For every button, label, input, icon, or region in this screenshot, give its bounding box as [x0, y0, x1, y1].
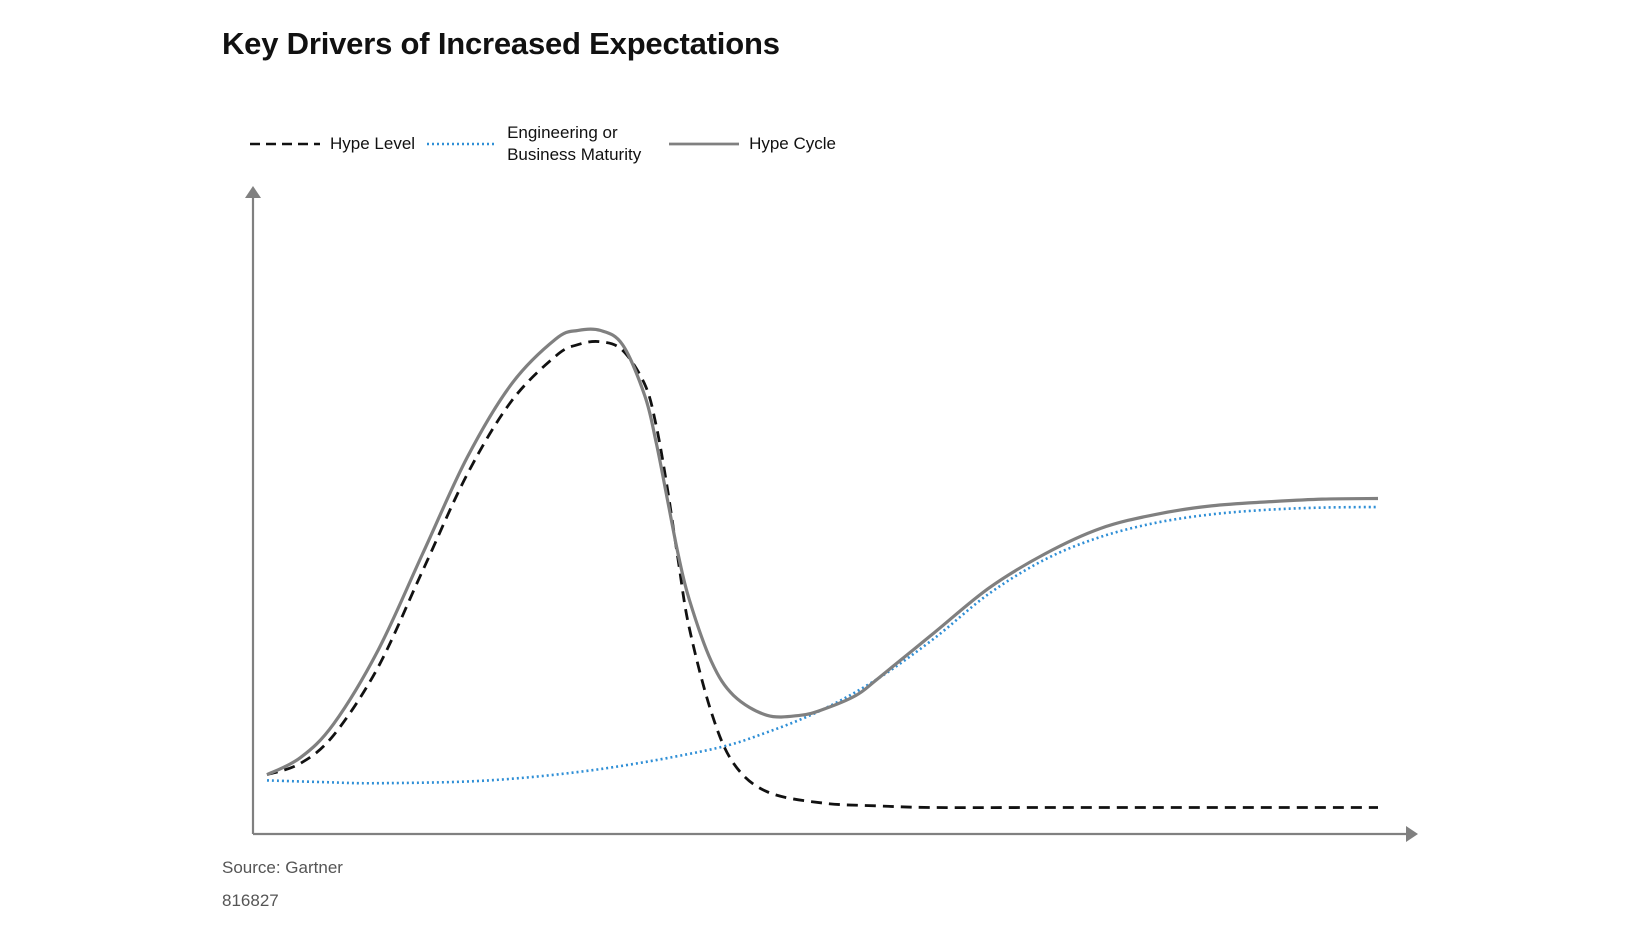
legend-swatch-hype-cycle — [669, 142, 740, 146]
series-line-hype-level — [266, 340, 1378, 810]
legend-label-hype-cycle: Hype Cycle — [749, 134, 836, 153]
legend-item-engineering-maturity: Engineering or Business Maturity — [427, 122, 657, 166]
series-line-hype-cycle — [266, 327, 1379, 777]
y-axis-arrow — [245, 186, 261, 198]
legend-label-engineering-maturity: Engineering or Business Maturity — [507, 123, 642, 164]
legend-item-hype-level: Hype Level — [250, 133, 415, 155]
chart-series-layer — [266, 327, 1379, 810]
legend-swatch-engineering-maturity — [427, 142, 498, 146]
source-note: Source: Gartner — [222, 858, 343, 877]
document-id: 816827 — [222, 891, 279, 910]
legend-swatch-hype-level — [250, 142, 320, 146]
chart-axes — [245, 186, 1418, 842]
chart-title: Key Drivers of Increased Expectations — [222, 26, 780, 61]
chart-legend: Hype Level Engineering or Business Maturi… — [250, 122, 836, 166]
x-axis-arrow — [1406, 826, 1418, 842]
legend-label-hype-level: Hype Level — [330, 134, 416, 153]
legend-item-hype-cycle: Hype Cycle — [669, 133, 836, 155]
